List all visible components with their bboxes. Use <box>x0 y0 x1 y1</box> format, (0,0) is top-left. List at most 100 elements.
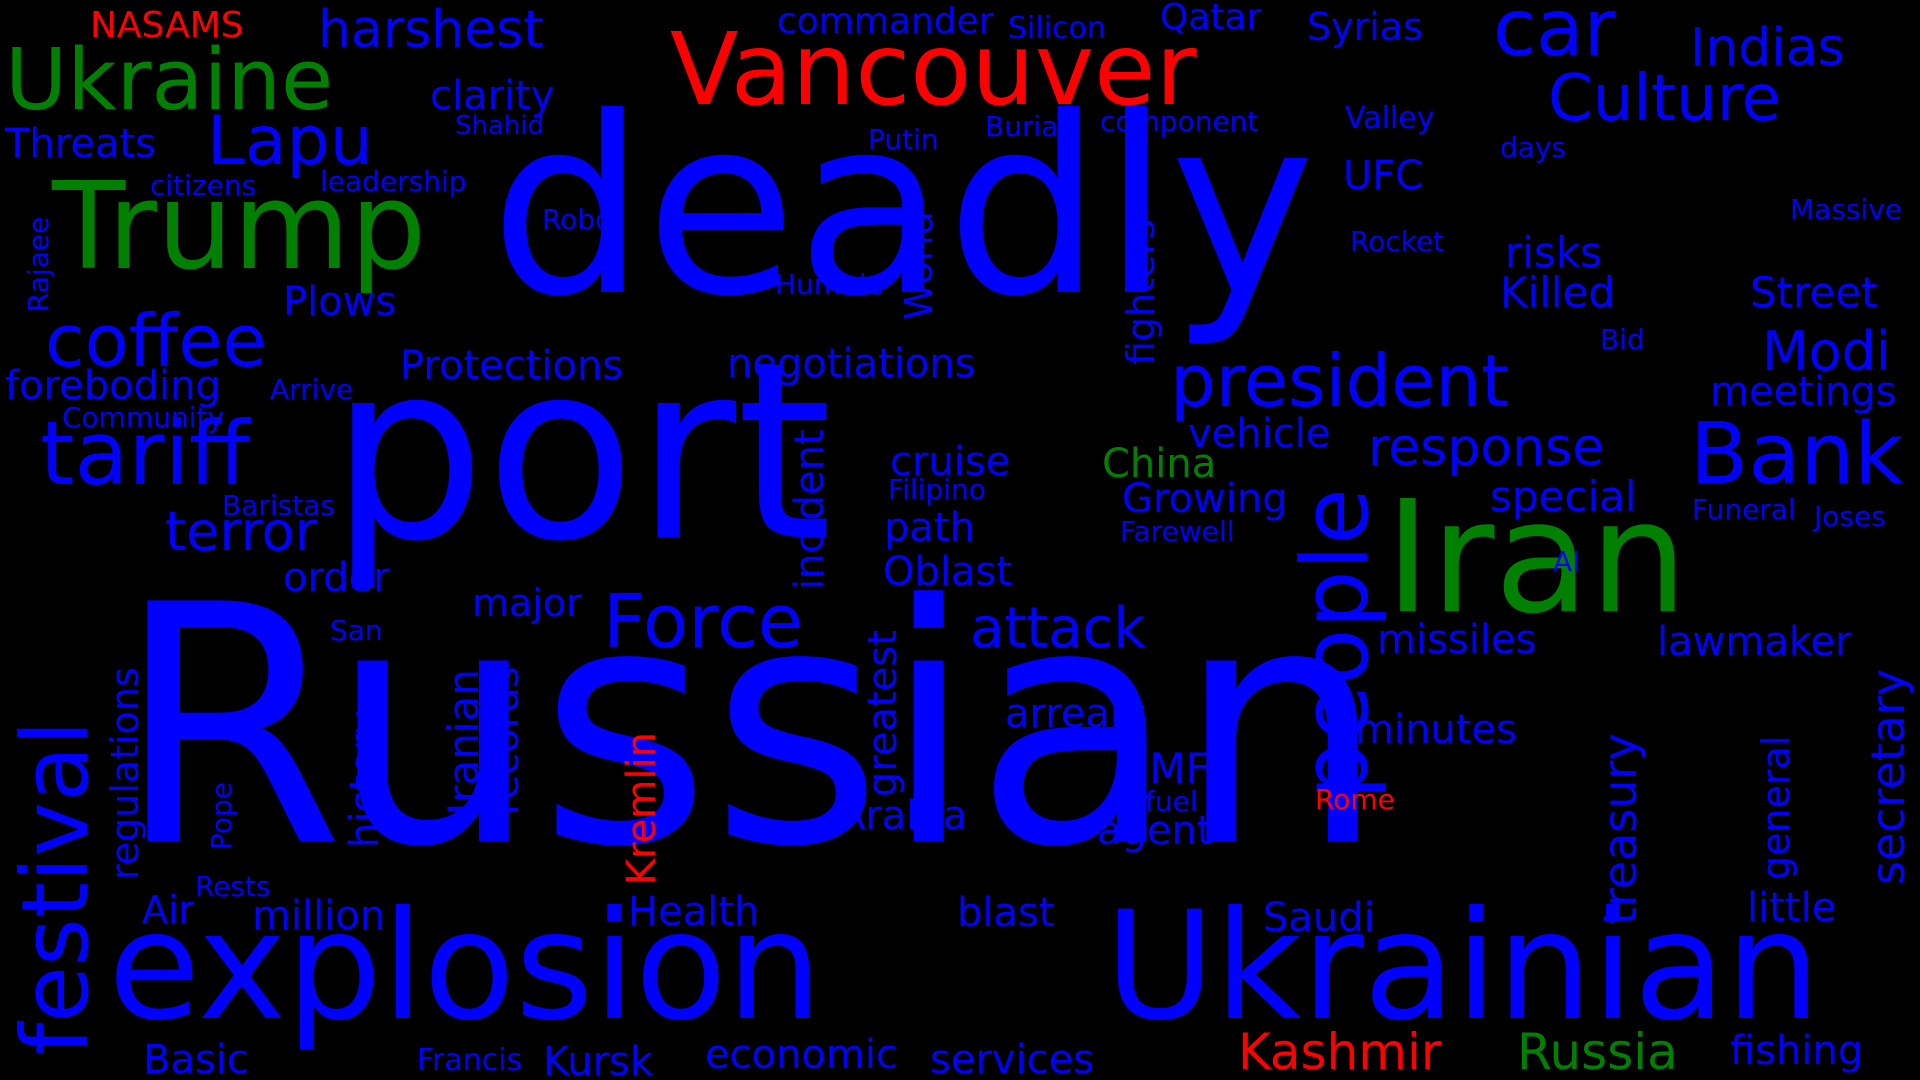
word-port: port <box>330 310 833 595</box>
word-filipino: Filipino <box>888 473 986 506</box>
word-lapu: Lapu <box>207 102 373 181</box>
word-oblast: Oblast <box>883 549 1013 595</box>
word-russian: Russian <box>115 535 1386 919</box>
word-kursk: Kursk <box>543 1039 654 1080</box>
word-health: Health <box>628 889 760 935</box>
word-ufc: UFC <box>1343 153 1424 199</box>
word-shahid: Shahid <box>455 111 545 141</box>
word-festival: festival <box>2 720 109 1055</box>
word-culture: Culture <box>1548 62 1781 136</box>
word-growing: Growing <box>1122 476 1288 522</box>
word-killed: Killed <box>1500 268 1616 317</box>
word-commander: commander <box>777 1 994 42</box>
word-community: Community <box>62 401 225 434</box>
word-deadly: deadly <box>490 65 1315 350</box>
word-lawmaker: lawmaker <box>1657 619 1852 665</box>
word-plows: Plows <box>283 279 397 325</box>
word-president: president <box>1170 339 1510 423</box>
word-burial: Burial <box>985 110 1067 143</box>
word-farewell: Farewell <box>1120 515 1235 548</box>
word-china: China <box>1102 441 1217 487</box>
word-iran: Iran <box>1385 467 1688 648</box>
word-modi: Modi <box>1762 320 1891 383</box>
word-silicon: Silicon <box>1008 11 1106 46</box>
word-rests: Rests <box>195 870 271 903</box>
word-economic: economic <box>705 1032 898 1078</box>
word-ukrainian: Ukrainian <box>1105 880 1821 1054</box>
word-car: car <box>1493 0 1616 74</box>
word-trump: Trump <box>52 158 427 297</box>
word-russia: Russia <box>1517 1023 1678 1080</box>
word-valley: Valley <box>1345 101 1435 136</box>
word-harshest: harshest <box>318 0 544 60</box>
word-fuel: fuel <box>1145 785 1198 818</box>
word-putin: Putin <box>868 123 939 156</box>
word-arrive: Arrive <box>270 373 354 406</box>
word-street: Street <box>1750 268 1878 317</box>
word-terror: terror <box>165 500 317 563</box>
word-minutes: minutes <box>1355 707 1517 753</box>
word-arabia: Arabia <box>838 793 968 839</box>
word-greatest: greatest <box>860 630 906 797</box>
word-records: records <box>482 666 528 815</box>
word-people: people <box>1282 488 1389 800</box>
word-saudi: Saudi <box>1263 895 1375 941</box>
word-syrias: Syrias <box>1307 5 1423 49</box>
word-vancouver: Vancouver <box>670 11 1197 128</box>
word-negotiations: negotiations <box>727 341 976 387</box>
word-vehicle: vehicle <box>1188 411 1331 457</box>
word-attack: attack <box>970 596 1146 661</box>
word-foreboding: foreboding <box>5 363 221 409</box>
word-joses: Joses <box>1814 500 1886 533</box>
word-humble: Humble <box>775 268 884 301</box>
word-kremlin: Kremlin <box>619 732 665 885</box>
word-services: services <box>930 1037 1095 1080</box>
word-imf: IMF <box>1137 744 1210 793</box>
word-ai: AI <box>1553 545 1581 578</box>
word-iranian: Iranian <box>439 668 488 815</box>
word-nasams: NASAMS <box>90 5 244 46</box>
word-qatar: Qatar <box>1160 0 1262 38</box>
word-general: general <box>1754 735 1798 880</box>
word-threats: Threats <box>5 121 156 167</box>
word-ukraine: Ukraine <box>5 31 334 130</box>
word-little: little <box>1747 885 1837 931</box>
word-treasury: treasury <box>1593 733 1647 925</box>
word-missiles: missiles <box>1377 617 1537 663</box>
word-special: special <box>1490 472 1637 521</box>
word-rocket: Rocket <box>1350 225 1445 258</box>
word-history: history <box>342 710 388 848</box>
word-francis: Francis <box>417 1043 523 1078</box>
word-coffee: coffee <box>45 299 267 383</box>
word-component: component <box>1100 105 1259 138</box>
word-major: major <box>472 581 582 625</box>
word-leadership: leadership <box>320 165 467 198</box>
word-citizens: citizens <box>150 169 257 202</box>
word-regulations: regulations <box>103 667 147 880</box>
word-force: Force <box>603 579 804 665</box>
word-kashmir: Kashmir <box>1238 1023 1442 1080</box>
word-funeral: Funeral <box>1692 493 1796 526</box>
word-risks: risks <box>1505 228 1603 277</box>
word-bank: Bank <box>1690 405 1904 504</box>
word-bid: Bid <box>1600 323 1645 356</box>
word-rajaee: Rajaee <box>22 216 55 312</box>
word-rome: Rome <box>1315 783 1395 816</box>
word-massive: Massive <box>1790 193 1903 226</box>
word-million: million <box>252 893 386 939</box>
word-arrears: arrears <box>1005 691 1148 737</box>
word-pope: Pope <box>205 781 238 850</box>
word-air: Air <box>142 888 195 932</box>
word-agent: agent <box>1097 808 1213 854</box>
word-path: path <box>884 505 975 551</box>
word-robot: Robot <box>542 203 624 236</box>
word-blast: blast <box>957 890 1055 936</box>
word-indias: Indias <box>1690 18 1845 78</box>
word-fishing: fishing <box>1730 1028 1864 1074</box>
word-meetings: meetings <box>1710 369 1897 415</box>
word-explosion: explosion <box>108 880 822 1054</box>
word-incident: incident <box>787 429 833 590</box>
word-basic: Basic <box>143 1037 249 1080</box>
word-fighters: fighters <box>1119 219 1163 365</box>
